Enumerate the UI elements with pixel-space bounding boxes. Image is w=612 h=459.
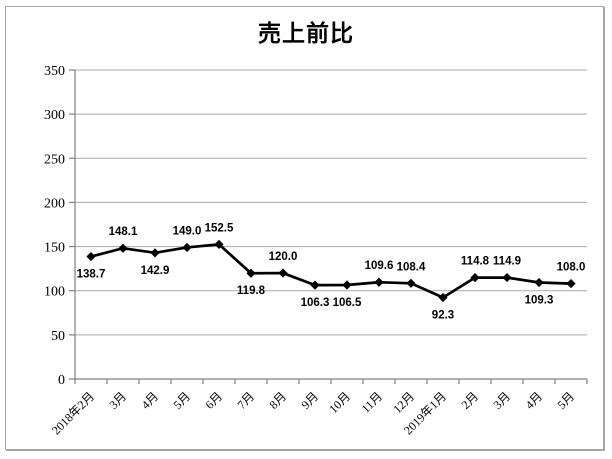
y-tick-label: 200 xyxy=(44,196,65,211)
y-tick-label: 150 xyxy=(44,241,65,256)
y-tick-label: 350 xyxy=(44,64,65,79)
data-point-marker xyxy=(278,268,288,278)
data-point-marker xyxy=(374,277,384,287)
data-point-label: 106.5 xyxy=(333,297,362,309)
x-tick-label: 8月 xyxy=(266,389,289,412)
x-tick-label: 12月 xyxy=(390,389,417,416)
data-point-label: 114.8 xyxy=(461,256,490,268)
chart-frame xyxy=(5,6,604,450)
data-point-label: 120.0 xyxy=(269,251,298,263)
x-tick-label: 4月 xyxy=(522,389,545,412)
x-tick-label: 9月 xyxy=(298,389,321,412)
data-point-marker xyxy=(118,243,128,253)
data-point-marker xyxy=(150,248,160,258)
data-point-label: 109.6 xyxy=(365,260,394,272)
x-tick-label: 2月 xyxy=(458,389,481,412)
data-point-label: 149.0 xyxy=(173,225,202,237)
data-point-marker xyxy=(310,280,320,290)
series-line xyxy=(90,243,572,299)
data-point-label: 152.5 xyxy=(205,222,234,234)
data-point-marker xyxy=(502,272,512,283)
chart-title: 売上前比 xyxy=(258,20,354,46)
data-point-label: 148.1 xyxy=(109,226,138,238)
data-point-label: 108.0 xyxy=(557,262,586,274)
x-tick-label: 3月 xyxy=(490,389,513,412)
x-tick-label: 10月 xyxy=(326,389,353,416)
y-tick-label: 0 xyxy=(58,373,65,388)
data-point-label: 114.9 xyxy=(493,256,521,268)
data-point-label: 106.3 xyxy=(301,297,330,309)
data-point-marker xyxy=(566,279,576,289)
y-tick-label: 300 xyxy=(44,108,65,123)
data-point-label: 109.3 xyxy=(525,295,554,307)
x-tick-label: 4月 xyxy=(138,389,161,412)
y-tick-label: 50 xyxy=(51,329,65,344)
y-tick-label: 250 xyxy=(44,152,65,167)
x-tick-label: 5月 xyxy=(554,389,577,412)
x-tick-label: 5月 xyxy=(170,389,193,412)
data-point-label: 92.3 xyxy=(432,310,454,322)
x-tick-label: 7月 xyxy=(234,389,257,412)
data-point-label: 138.7 xyxy=(77,269,106,281)
x-tick-label: 3月 xyxy=(106,389,129,412)
data-point-label: 108.4 xyxy=(397,261,426,273)
data-point-marker xyxy=(182,242,192,253)
data-point-marker xyxy=(246,268,256,278)
data-point-marker xyxy=(342,280,352,290)
data-point-label: 142.9 xyxy=(141,265,170,277)
data-point-marker xyxy=(86,251,96,262)
data-point-label: 119.8 xyxy=(237,285,266,297)
y-tick-label: 100 xyxy=(44,285,65,300)
data-point-marker xyxy=(214,239,224,249)
x-tick-label: 11月 xyxy=(359,389,386,416)
x-tick-label: 2018年2月 xyxy=(49,389,97,437)
x-tick-label: 6月 xyxy=(202,389,225,412)
data-point-marker xyxy=(470,273,480,283)
data-point-marker xyxy=(406,278,416,288)
data-point-marker xyxy=(438,292,448,303)
data-point-marker xyxy=(534,277,544,288)
